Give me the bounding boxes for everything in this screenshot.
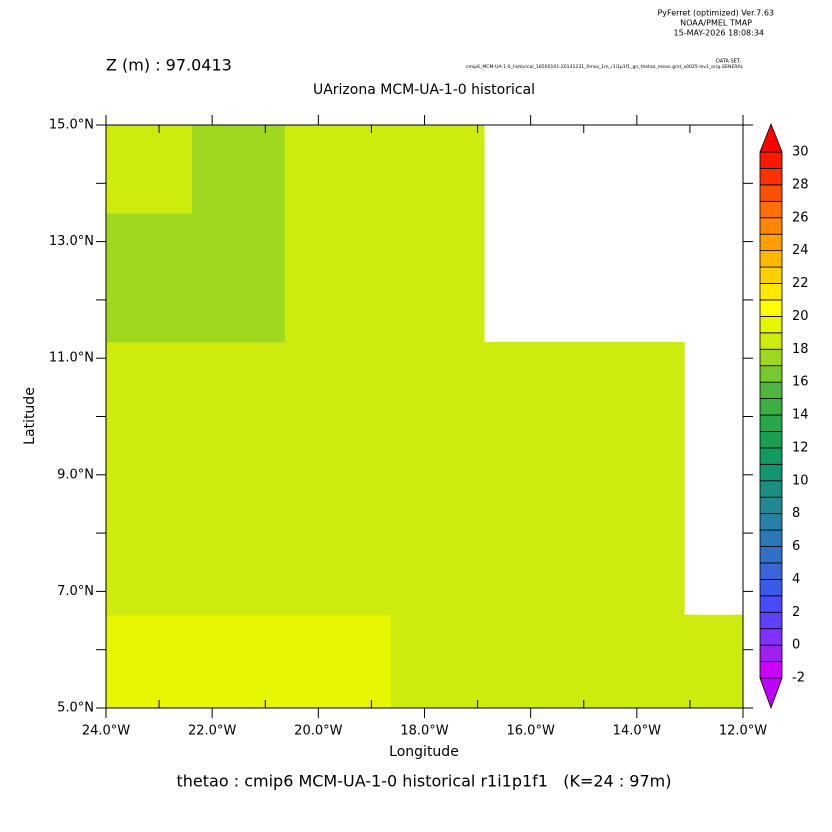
cell <box>483 341 685 616</box>
colorbar-box <box>759 513 783 531</box>
cell <box>284 125 392 214</box>
colorbar-box <box>759 546 783 564</box>
cell <box>106 614 193 709</box>
colorbar-label: 4 <box>792 572 800 587</box>
colorbar-over <box>759 122 783 153</box>
cell <box>191 341 286 616</box>
colorbar-label: 2 <box>792 605 800 620</box>
colorbar-box <box>759 496 783 515</box>
y-tick-label: 13.0°N <box>49 234 94 249</box>
x-tick-label: 20.0°W <box>294 724 342 739</box>
colorbar-box <box>759 233 783 252</box>
colorbar-label: 14 <box>792 408 809 423</box>
colorbar-box <box>759 480 783 498</box>
x-tick-label: 16.0°W <box>507 724 555 739</box>
cell <box>284 213 392 343</box>
cell <box>106 341 193 616</box>
colorbar-label: 16 <box>792 375 809 390</box>
colorbar-label: 8 <box>792 506 800 521</box>
colorbar-box <box>759 381 783 399</box>
dataset: cmip6_MCM-UA-1-0_historical_18500101-201… <box>466 64 744 69</box>
colorbar-label: 12 <box>792 440 809 455</box>
cell <box>391 125 485 214</box>
colorbar-box <box>759 628 783 646</box>
colorbar-box <box>759 168 783 186</box>
colorbar-label: 20 <box>792 309 809 324</box>
colorbar-label: -2 <box>792 671 805 686</box>
colorbar-box <box>759 315 783 334</box>
subtitle: Z (m) : 97.0413 <box>106 56 232 75</box>
colorbar-box <box>759 398 783 416</box>
colorbar-label: 28 <box>792 177 809 192</box>
colorbar-box <box>759 447 783 465</box>
header-line: NOAA/PMEL TMAP <box>680 19 752 28</box>
colorbar-box <box>759 578 783 597</box>
y-tick-label: 15.0°N <box>49 118 94 133</box>
colorbar-box <box>759 661 783 679</box>
colorbar-label: 26 <box>792 210 809 225</box>
colorbar-under <box>759 677 783 710</box>
colorbar-box <box>759 250 783 268</box>
chart-title: UArizona MCM-UA-1-0 historical <box>313 82 535 98</box>
colorbar-box <box>759 283 783 301</box>
cell <box>191 125 286 214</box>
y-axis-label: Latitude <box>22 387 38 445</box>
cell <box>684 614 744 709</box>
colorbar-box <box>759 299 783 317</box>
colorbar-box <box>759 644 783 662</box>
header-line: PyFerret (optimized) Ver.7.63 <box>657 9 774 18</box>
colorbar-box <box>759 200 783 219</box>
colorbar-box <box>759 151 783 169</box>
cell <box>106 125 193 214</box>
colorbar-box <box>759 184 783 202</box>
colorbar-label: 24 <box>792 243 809 258</box>
colorbar-box <box>759 414 783 432</box>
cell <box>391 614 485 709</box>
x-tick-label: 14.0°W <box>613 724 661 739</box>
dataset-label: DATA SET: <box>716 59 741 65</box>
footer: thetao : cmip6 MCM-UA-1-0 historical r1i… <box>177 772 672 791</box>
y-tick-label: 5.0°N <box>57 701 94 716</box>
colorbar-box <box>759 529 783 547</box>
cell <box>191 614 286 709</box>
x-tick-label: 12.0°W <box>719 724 767 739</box>
colorbar-box <box>759 431 783 449</box>
colorbar-box <box>759 611 783 630</box>
cell <box>106 213 193 343</box>
colorbar-box <box>759 595 783 613</box>
cell <box>191 213 286 343</box>
x-axis-label: Longitude <box>389 744 459 760</box>
colorbar-label: 0 <box>792 638 800 653</box>
colorbar-box <box>759 217 783 235</box>
y-tick-label: 7.0°N <box>57 584 94 599</box>
colorbar-box <box>759 332 783 350</box>
cell <box>284 614 392 709</box>
colorbar-box <box>759 365 783 383</box>
y-tick-label: 9.0°N <box>57 467 94 482</box>
x-tick-label: 18.0°W <box>400 724 448 739</box>
y-tick-label: 11.0°N <box>49 351 94 366</box>
colorbar-box <box>759 266 783 284</box>
x-tick-label: 22.0°W <box>188 724 236 739</box>
header-line: 15-MAY-2026 18:08:34 <box>674 29 764 38</box>
cell <box>284 341 392 616</box>
colorbar-label: 10 <box>792 473 809 488</box>
cell <box>391 213 485 343</box>
colorbar-box <box>759 463 783 482</box>
colorbar-box <box>759 562 783 580</box>
cell <box>483 614 685 709</box>
colorbar-label: 22 <box>792 276 809 291</box>
colorbar-label: 6 <box>792 539 800 554</box>
colorbar-label: 30 <box>792 145 809 160</box>
colorbar-label: 18 <box>792 342 809 357</box>
x-tick-label: 24.0°W <box>82 724 130 739</box>
colorbar-box <box>759 348 783 367</box>
cell <box>391 341 485 616</box>
